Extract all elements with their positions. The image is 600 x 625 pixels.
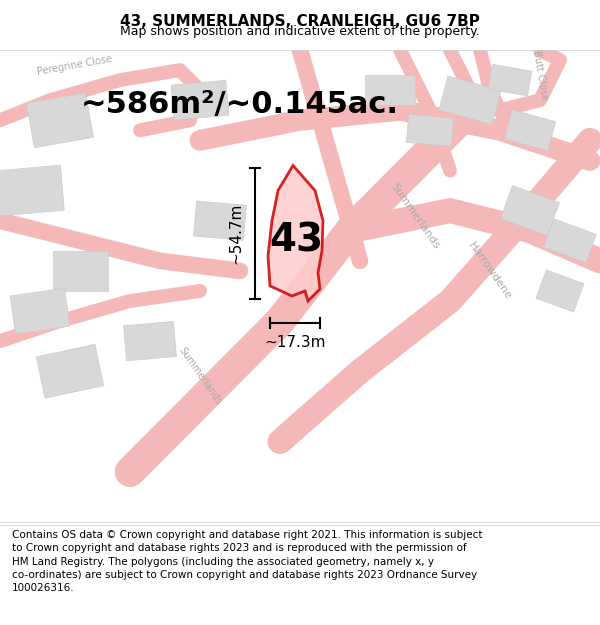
Text: Summerlands: Summerlands	[176, 346, 223, 407]
Polygon shape	[488, 64, 532, 96]
Polygon shape	[26, 92, 94, 148]
Text: Peregrine Close: Peregrine Close	[37, 54, 113, 77]
Polygon shape	[268, 166, 323, 301]
Polygon shape	[36, 344, 104, 398]
Polygon shape	[0, 165, 64, 216]
Polygon shape	[544, 219, 596, 262]
Polygon shape	[500, 186, 559, 236]
Text: Contains OS data © Crown copyright and database right 2021. This information is : Contains OS data © Crown copyright and d…	[12, 530, 482, 593]
Text: ~54.7m: ~54.7m	[228, 203, 243, 264]
Text: ~586m²/~0.145ac.: ~586m²/~0.145ac.	[81, 90, 399, 119]
Text: Map shows position and indicative extent of the property.: Map shows position and indicative extent…	[120, 24, 480, 38]
Polygon shape	[53, 251, 107, 291]
Text: Summerlands: Summerlands	[389, 181, 442, 250]
Polygon shape	[439, 76, 501, 124]
Text: ~17.3m: ~17.3m	[264, 335, 326, 350]
Polygon shape	[406, 114, 454, 146]
Polygon shape	[505, 110, 556, 151]
Text: Butt Close: Butt Close	[531, 49, 549, 101]
Polygon shape	[365, 75, 415, 105]
Text: 43, SUMMERLANDS, CRANLEIGH, GU6 7BP: 43, SUMMERLANDS, CRANLEIGH, GU6 7BP	[120, 14, 480, 29]
Polygon shape	[194, 201, 247, 241]
Polygon shape	[10, 288, 70, 334]
Text: Harrowdene: Harrowdene	[466, 240, 514, 301]
Polygon shape	[536, 270, 584, 312]
Polygon shape	[124, 321, 176, 361]
Polygon shape	[171, 80, 229, 120]
Text: 43: 43	[269, 222, 323, 260]
